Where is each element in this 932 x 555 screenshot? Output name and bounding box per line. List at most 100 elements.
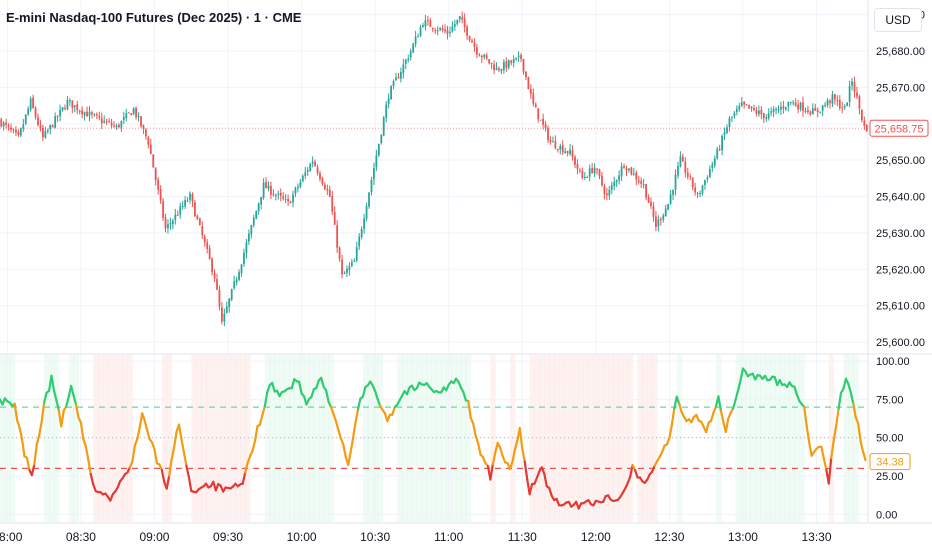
candle-body	[599, 169, 601, 176]
candle-body	[30, 99, 32, 110]
candle-body	[684, 162, 686, 173]
candle-body	[326, 189, 328, 190]
osc-segment	[358, 398, 360, 409]
osc-segment	[353, 423, 355, 438]
candle-body	[670, 195, 672, 204]
osc-zone	[329, 355, 334, 522]
candle-body	[621, 167, 623, 177]
osc-segment	[836, 409, 838, 426]
candle-body	[503, 62, 505, 70]
candle-body	[505, 61, 507, 68]
osc-zone	[432, 355, 437, 522]
candle-body	[792, 102, 794, 103]
candle-body	[756, 110, 758, 113]
candle-body	[444, 29, 446, 31]
candle-body	[96, 114, 98, 115]
candle-body	[802, 102, 804, 111]
candle-body	[371, 180, 373, 192]
candle-body	[447, 30, 449, 34]
osc-zone	[216, 355, 221, 522]
candle-body	[596, 169, 598, 170]
candle-body	[309, 164, 311, 171]
candle-body	[729, 118, 731, 127]
candle-body	[373, 168, 375, 180]
osc-segment	[726, 419, 728, 432]
osc-segment	[348, 452, 350, 465]
time-tick-label: 11:30	[508, 530, 537, 544]
candle-body	[290, 202, 292, 203]
candle-body	[361, 229, 363, 237]
osc-tick-label: 50.00	[876, 433, 904, 445]
candle-body	[787, 102, 789, 107]
candle-body	[272, 194, 274, 195]
time-tick-label: 11:00	[434, 530, 463, 544]
osc-zone	[304, 355, 309, 522]
osc-zone	[368, 355, 373, 522]
osc-zone	[623, 355, 628, 522]
candle-body	[280, 193, 282, 196]
osc-segment	[17, 420, 19, 428]
candle-body	[292, 194, 294, 202]
price-tick-label: 25,630.00	[876, 228, 925, 240]
osc-zone	[407, 355, 412, 522]
osc-zone	[378, 355, 383, 522]
candle-body	[807, 110, 809, 112]
candle-body	[783, 106, 785, 108]
osc-tick-label: 75.00	[876, 394, 904, 406]
candle-body	[331, 196, 333, 211]
candle-body	[152, 154, 154, 167]
candle-body	[604, 186, 606, 194]
osc-segment	[809, 442, 811, 456]
candle-body	[375, 156, 377, 168]
candle-body	[150, 145, 152, 154]
candle-body	[594, 168, 596, 174]
osc-zone	[309, 355, 314, 522]
osc-tick-label: 25.00	[876, 471, 904, 483]
osc-zone	[466, 355, 471, 522]
candle-body	[228, 299, 230, 307]
candle-body	[299, 182, 301, 187]
candle-body	[0, 119, 2, 126]
osc-zone	[436, 355, 441, 522]
currency-selector[interactable]: USD	[874, 8, 922, 32]
candle-body	[47, 130, 49, 131]
candle-body	[304, 172, 306, 176]
candle-body	[768, 113, 770, 118]
candle-body	[770, 111, 772, 113]
candle-body	[496, 68, 498, 70]
candle-body	[10, 128, 12, 130]
osc-zone	[128, 355, 133, 522]
candle-body	[160, 189, 162, 201]
osc-zone	[598, 355, 603, 522]
candle-body	[378, 144, 380, 155]
candle-body	[307, 170, 309, 172]
candle-body	[841, 107, 843, 108]
candle-body	[498, 68, 500, 70]
osc-zone	[240, 355, 245, 522]
osc-segment	[86, 446, 88, 459]
candle-body	[557, 149, 559, 150]
candle-body	[89, 112, 91, 116]
candle-body	[667, 204, 669, 209]
candle-body	[366, 206, 368, 219]
candle-body	[162, 201, 164, 218]
candle-body	[476, 47, 478, 54]
candle-body	[795, 102, 797, 105]
osc-zone	[564, 355, 569, 522]
candle-body	[662, 215, 664, 219]
candle-body	[253, 218, 255, 225]
candle-body	[751, 107, 753, 108]
candle-body	[238, 272, 240, 280]
candle-body	[581, 171, 583, 178]
osc-zone	[363, 355, 368, 522]
candle-body	[98, 116, 100, 118]
osc-zone	[402, 355, 407, 522]
osc-segment	[260, 415, 262, 424]
candle-body	[400, 72, 402, 78]
osc-zone	[579, 355, 584, 522]
candle-body	[630, 167, 632, 174]
last-osc-label: 34.38	[876, 457, 904, 469]
candle-body	[209, 248, 211, 259]
candle-body	[214, 273, 216, 279]
candle-body	[15, 130, 17, 133]
